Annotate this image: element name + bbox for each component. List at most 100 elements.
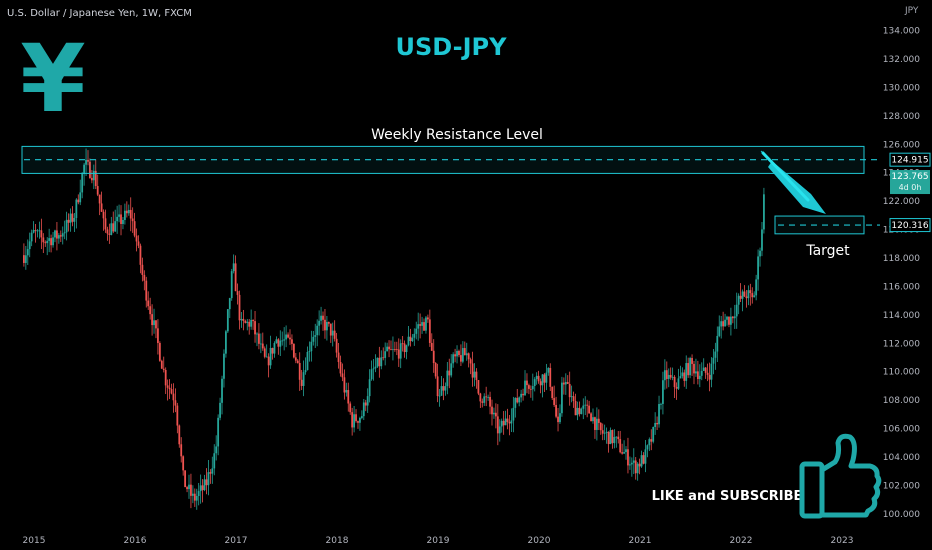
candle-body bbox=[23, 255, 25, 263]
candle-body bbox=[368, 379, 371, 397]
candle-body bbox=[349, 403, 352, 413]
candle-body bbox=[535, 375, 538, 380]
candle-body bbox=[528, 385, 530, 389]
candle-body bbox=[71, 213, 74, 222]
candle-body bbox=[679, 376, 682, 379]
candle-body bbox=[514, 397, 517, 408]
candle-body bbox=[347, 390, 350, 404]
candle-body bbox=[149, 306, 152, 315]
candle-body bbox=[520, 393, 523, 398]
candle-body bbox=[160, 360, 163, 369]
candle-body bbox=[698, 375, 701, 380]
candle-body bbox=[399, 343, 402, 359]
candle-body bbox=[648, 439, 651, 446]
candle-body bbox=[240, 318, 243, 321]
candle-body bbox=[403, 343, 406, 353]
candle-body bbox=[467, 353, 470, 360]
candle-body bbox=[127, 209, 130, 214]
candle-body bbox=[378, 357, 381, 367]
candle-body bbox=[531, 386, 534, 390]
candle-body bbox=[545, 372, 548, 383]
candle-body bbox=[326, 322, 328, 331]
candle-body bbox=[42, 237, 45, 243]
candle-body bbox=[730, 316, 732, 325]
candle-body bbox=[186, 487, 188, 490]
candle-body bbox=[92, 170, 95, 181]
candle-body bbox=[364, 402, 367, 406]
price-tick-label: 116.000 bbox=[883, 282, 920, 292]
candle-body bbox=[502, 420, 505, 426]
candle-body bbox=[59, 235, 62, 237]
candle-body bbox=[541, 374, 544, 386]
candle-body bbox=[390, 349, 392, 351]
candle-body bbox=[73, 217, 76, 222]
candle-body bbox=[693, 363, 695, 374]
resistance-label: Weekly Resistance Level bbox=[371, 127, 543, 143]
candle-body bbox=[94, 170, 97, 187]
candle-body bbox=[384, 351, 387, 358]
candle-body bbox=[26, 249, 29, 256]
candle-body bbox=[125, 210, 128, 214]
candle-body bbox=[566, 381, 569, 384]
candle-body bbox=[213, 453, 216, 469]
candle-body bbox=[687, 363, 690, 376]
candle-body bbox=[438, 395, 441, 397]
candle-body bbox=[248, 321, 251, 327]
candle-body bbox=[458, 350, 460, 356]
candle-body bbox=[524, 380, 526, 396]
candle-body bbox=[747, 290, 750, 299]
candle-body bbox=[258, 333, 260, 344]
svg-text:120.316: 120.316 bbox=[891, 221, 928, 231]
candle-body bbox=[417, 324, 420, 329]
candle-body bbox=[592, 417, 594, 422]
candle-body bbox=[67, 219, 70, 223]
price-tick-label: 100.000 bbox=[883, 510, 920, 520]
candle-body bbox=[250, 319, 253, 327]
candle-body bbox=[226, 309, 229, 332]
candle-body bbox=[259, 343, 262, 345]
candle-body bbox=[359, 417, 361, 423]
time-axis[interactable]: 2015 2016 2017 2018 2019 2020 2021 2022 2023 bbox=[23, 536, 854, 546]
candle-body bbox=[506, 418, 509, 423]
candle-body bbox=[718, 326, 721, 336]
candle-body bbox=[681, 372, 684, 377]
candle-body bbox=[176, 405, 179, 426]
candle-body bbox=[314, 335, 317, 337]
candle-body bbox=[388, 346, 390, 350]
candles bbox=[23, 148, 765, 510]
candle-body bbox=[40, 230, 43, 238]
candle-body bbox=[267, 356, 270, 366]
candle-body bbox=[761, 229, 763, 251]
target-price-tag: 120.316 bbox=[889, 218, 931, 233]
candle-body bbox=[244, 320, 247, 323]
candle-body bbox=[595, 418, 598, 430]
candle-body bbox=[632, 460, 635, 463]
candle-body bbox=[562, 382, 565, 385]
candle-body bbox=[102, 211, 105, 219]
candle-body bbox=[147, 300, 150, 307]
candle-body bbox=[407, 336, 410, 346]
candle-body bbox=[153, 320, 155, 326]
candle-body bbox=[366, 396, 369, 406]
candle-body bbox=[539, 381, 542, 386]
candle-body bbox=[642, 455, 645, 464]
candle-body bbox=[164, 369, 167, 386]
candle-body bbox=[376, 357, 379, 367]
candle-body bbox=[629, 464, 631, 466]
candle-body bbox=[48, 238, 51, 241]
candle-body bbox=[195, 496, 198, 501]
candle-body bbox=[287, 334, 289, 338]
candle-body bbox=[621, 452, 624, 454]
candle-body bbox=[178, 425, 181, 445]
price-tick-label: 118.000 bbox=[883, 254, 920, 264]
candle-body bbox=[652, 426, 655, 442]
candle-body bbox=[28, 241, 31, 250]
price-tick-label: 104.000 bbox=[883, 453, 920, 463]
candle-body bbox=[634, 460, 637, 474]
candle-body bbox=[434, 363, 437, 377]
candle-body bbox=[712, 357, 715, 364]
candle-body bbox=[98, 194, 101, 204]
candle-body bbox=[306, 351, 309, 371]
